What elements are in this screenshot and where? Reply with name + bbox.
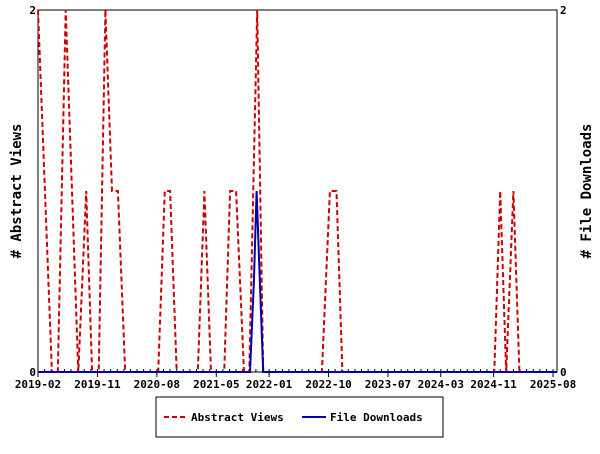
x-tick-label: 2019-02 (15, 378, 61, 391)
x-tick-label: 2024-03 (418, 378, 464, 391)
y2-tick-label: 0 (560, 366, 567, 379)
x-tick-label: 2021-05 (193, 378, 239, 391)
y2-axis-label: # File Downloads (579, 124, 595, 259)
x-tick-label: 2022-10 (305, 378, 351, 391)
x-tick-label: 2025-08 (530, 378, 576, 391)
x-tick-label: 2022-01 (246, 378, 293, 391)
y-axis-label: # Abstract Views (9, 124, 25, 259)
y-tick-label: 2 (29, 4, 36, 17)
legend-label-file-downloads: File Downloads (330, 411, 423, 424)
x-tick-label: 2020-08 (134, 378, 180, 391)
legend-label-abstract-views: Abstract Views (191, 411, 284, 424)
x-tick-label: 2024-11 (470, 378, 517, 391)
x-tick-label: 2023-07 (365, 378, 411, 391)
y-tick-label: 0 (29, 366, 36, 379)
y2-tick-label: 2 (560, 4, 567, 17)
legend: Abstract Views File Downloads (156, 397, 443, 437)
x-tick-label: 2019-11 (74, 378, 121, 391)
